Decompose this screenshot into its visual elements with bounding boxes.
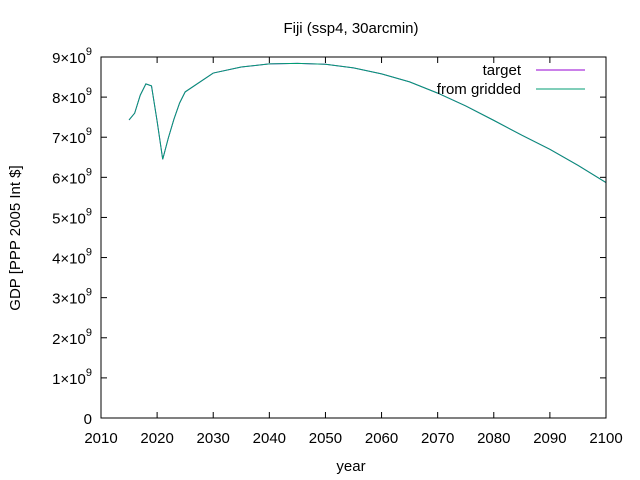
axis-ticks: 2010 2020 2030 2040 2050 2060 2070 2080 2090 2100…: [52, 46, 623, 447]
y-tick-label: 6×109: [52, 166, 92, 187]
legend: target from gridded: [437, 62, 585, 98]
plot-frame: [100, 56, 607, 419]
y-tick-mantissa: 3×10: [52, 291, 86, 308]
y-tick-label: 8×109: [52, 86, 92, 107]
x-tick-label: 2030: [197, 430, 230, 447]
y-tick-exponent: 9: [86, 166, 92, 178]
x-tick-label: 2080: [477, 430, 510, 447]
x-axis-label: year: [336, 458, 365, 475]
y-tick-exponent: 9: [86, 367, 92, 379]
y-tick-mantissa: 7×10: [52, 130, 86, 147]
y-tick-mantissa: 4×10: [52, 251, 86, 268]
y-tick-label: 1×109: [52, 367, 92, 388]
y-tick-label: 3×109: [52, 287, 92, 308]
y-tick-exponent: 9: [86, 247, 92, 259]
chart-title: Fiji (ssp4, 30arcmin): [283, 20, 418, 37]
y-tick-label: 0: [84, 411, 92, 428]
y-tick-mantissa: 6×10: [52, 170, 86, 187]
y-tick-label: 4×109: [52, 247, 92, 268]
y-tick-mantissa: 8×10: [52, 90, 86, 107]
y-tick-exponent: 9: [86, 206, 92, 218]
y-tick-exponent: 9: [86, 46, 92, 58]
y-tick-mantissa: 5×10: [52, 210, 86, 227]
x-tick-label: 2070: [421, 430, 454, 447]
y-tick-label: 5×109: [52, 206, 92, 227]
x-tick-label: 2060: [365, 430, 398, 447]
y-tick-mantissa: 9×10: [52, 50, 86, 67]
y-tick-exponent: 9: [86, 126, 92, 138]
series-line-1: [128, 62, 607, 183]
x-tick-label: 2020: [140, 430, 173, 447]
y-tick-exponent: 9: [86, 287, 92, 299]
x-tick-label: 2010: [84, 430, 117, 447]
y-tick-mantissa: 0: [84, 411, 92, 428]
y-tick-label: 2×109: [52, 327, 92, 348]
y-axis-label: GDP [PPP 2005 Int $]: [7, 165, 24, 310]
y-tick-label: 7×109: [52, 126, 92, 147]
y-tick-exponent: 9: [86, 327, 92, 339]
y-tick-label: 9×109: [52, 46, 92, 67]
x-tick-label: 2090: [533, 430, 566, 447]
x-tick-label: 2050: [309, 430, 342, 447]
y-tick-mantissa: 1×10: [52, 371, 86, 388]
series-group: [128, 62, 607, 183]
y-tick-exponent: 9: [86, 86, 92, 98]
x-tick-label: 2100: [589, 430, 622, 447]
x-tick-label: 2040: [253, 430, 286, 447]
y-tick-mantissa: 2×10: [52, 331, 86, 348]
legend-label: target: [483, 62, 522, 79]
legend-label: from gridded: [437, 81, 521, 98]
